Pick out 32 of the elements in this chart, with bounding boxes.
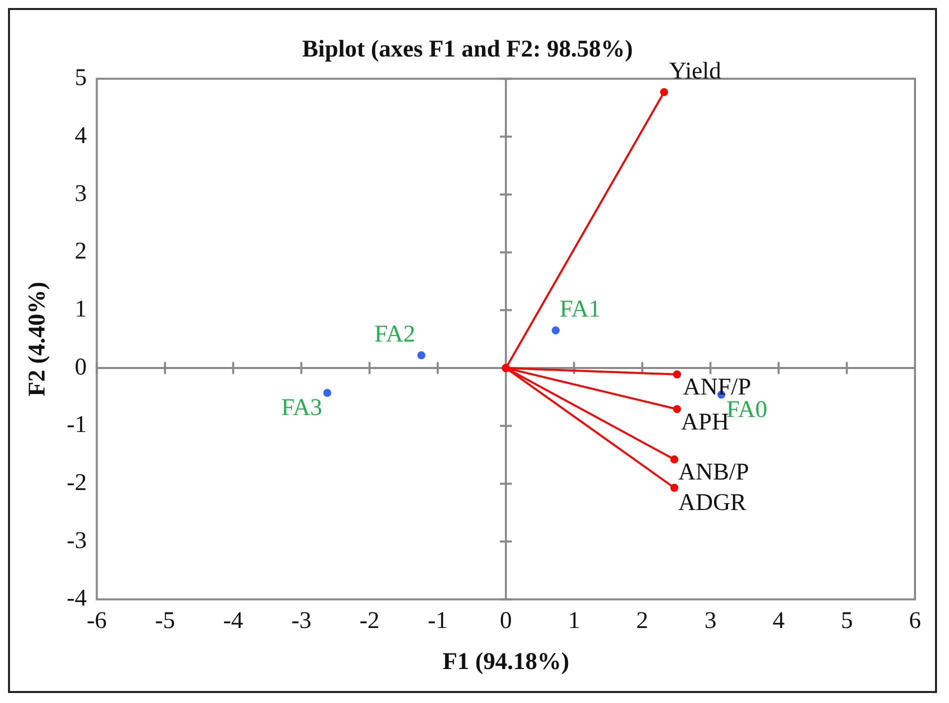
x-tick-label: -6 <box>86 608 107 634</box>
annotation: FA2 <box>374 322 416 348</box>
x-tick-label: 5 <box>840 608 853 634</box>
x-tick-label: -5 <box>154 608 175 634</box>
x-tick-label: 2 <box>636 608 648 634</box>
annotation: ADGR <box>678 490 746 516</box>
y-tick-label: 0 <box>74 354 87 380</box>
y-tick-label: -2 <box>66 470 87 496</box>
y-tick-label: 4 <box>74 122 87 149</box>
x-axis-title: F1 (94.18%) <box>442 648 570 675</box>
chart-title: Biplot (axes F1 and F2: 98.58%) <box>302 36 633 63</box>
x-tick-label: -2 <box>360 608 380 634</box>
x-tick-label: 0 <box>500 608 512 634</box>
x-tick-label: 6 <box>909 608 921 634</box>
y-tick-label: 2 <box>74 238 87 265</box>
annotation: FA1 <box>560 296 601 323</box>
y-tick-label: 1 <box>74 296 87 322</box>
y-tick-label: 3 <box>74 180 87 207</box>
x-tick-label: 1 <box>568 608 580 634</box>
annotation: FA3 <box>281 395 322 422</box>
x-tick-label: -1 <box>428 608 448 634</box>
y-tick-label: 5 <box>74 65 87 92</box>
y-axis-title: F2 (4.40%) <box>24 282 51 396</box>
x-tick-label: 4 <box>772 608 785 634</box>
x-tick-label: 3 <box>704 608 716 634</box>
annotation: ANB/P <box>678 460 749 486</box>
y-tick-label: -4 <box>66 586 87 612</box>
annotation: Yield <box>669 58 722 84</box>
x-tick-label: -4 <box>223 608 244 634</box>
y-tick-label: -3 <box>66 528 87 554</box>
y-tick-label: -1 <box>66 412 87 438</box>
x-tick-label: -3 <box>291 608 312 634</box>
